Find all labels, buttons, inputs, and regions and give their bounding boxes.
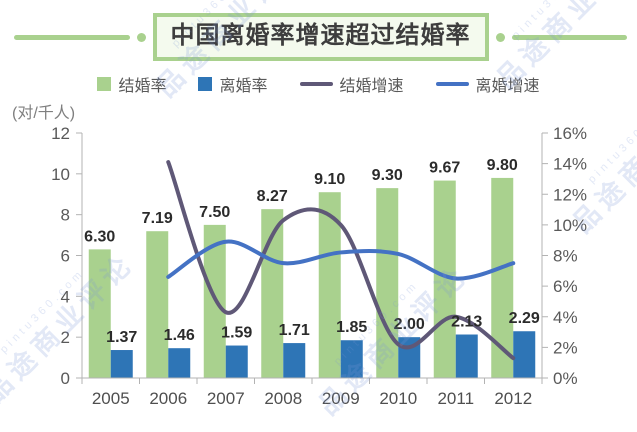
x-axis-label-2008: 2008 (264, 389, 302, 408)
bar-label-离婚率-2008: 1.71 (279, 322, 310, 339)
title-deco-dot-right (495, 32, 505, 42)
bar-label-离婚率-2012: 2.29 (509, 310, 540, 327)
legend-label: 结婚增速 (339, 78, 404, 95)
bar-离婚率-2012 (513, 331, 536, 378)
bar-label-离婚率-2011: 2.13 (451, 314, 482, 331)
growth-line-结婚增速 (166, 160, 516, 361)
bar-label-结婚率-2005: 6.30 (84, 228, 115, 245)
legend-line-3 (435, 82, 469, 86)
chart-legend: 结婚率 离婚率 结婚增速 离婚增速 (0, 71, 637, 97)
bar-结婚率-2006 (146, 231, 169, 378)
right-axis-tick-label: 12% (553, 185, 587, 204)
left-axis-tick-label: 4 (61, 287, 70, 306)
right-axis-tick-label: 0% (553, 369, 578, 388)
bar-label-离婚率-2007: 1.59 (221, 325, 252, 342)
legend-line-2 (299, 82, 333, 86)
bar-label-结婚率-2009: 9.10 (314, 171, 345, 188)
bar-label-结婚率-2006: 7.19 (142, 210, 173, 227)
right-axis-tick-label: 10% (553, 216, 587, 235)
bar-label-结婚率-2010: 9.30 (372, 167, 403, 184)
title-deco-dot-left (136, 32, 146, 42)
x-axis-label-2009: 2009 (322, 389, 360, 408)
bar-label-离婚率-2010: 2.00 (394, 316, 425, 333)
x-axis-label-2007: 2007 (207, 389, 245, 408)
x-axis-label-2011: 2011 (437, 389, 474, 408)
legend-item-离婚率: 离婚率 (198, 72, 268, 96)
right-axis-tick-label: 2% (553, 338, 578, 357)
bar-label-结婚率-2011: 9.67 (429, 160, 460, 177)
left-axis-tick-label: 12 (51, 124, 70, 143)
x-axis-label-2005: 2005 (92, 389, 130, 408)
bar-离婚率-2005 (110, 350, 133, 378)
legend-label: 离婚率 (219, 78, 268, 95)
title-row: 中国离婚率增速超过结婚率 (14, 13, 627, 61)
x-axis-label-2006: 2006 (149, 389, 187, 408)
title-deco-line-right (511, 34, 627, 40)
bar-结婚率-2009 (318, 192, 341, 378)
bar-label-结婚率-2012: 9.80 (487, 157, 518, 174)
x-axis-label-2010: 2010 (379, 389, 417, 408)
bar-label-离婚率-2009: 1.85 (336, 319, 367, 336)
right-axis-tick-label: 16% (553, 124, 587, 143)
bar-离婚率-2009 (340, 340, 363, 378)
left-axis-tick-label: 8 (61, 206, 70, 225)
bar-离婚率-2011 (455, 334, 478, 378)
legend-swatch-1 (198, 77, 213, 91)
bar-结婚率-2011 (433, 180, 456, 378)
right-axis-tick-label: 6% (553, 277, 578, 296)
bar-离婚率-2008 (283, 343, 306, 378)
right-axis-tick-label: 8% (553, 247, 578, 266)
bar-离婚率-2007 (225, 345, 248, 378)
bar-label-结婚率-2007: 7.50 (199, 204, 230, 221)
bar-label-离婚率-2006: 1.46 (164, 327, 195, 344)
bar-label-结婚率-2008: 8.27 (257, 188, 288, 205)
left-axis-tick-label: 10 (51, 165, 70, 184)
title-deco-line-left (14, 34, 130, 40)
legend-label: 离婚增速 (475, 78, 540, 95)
legend-label: 结婚率 (118, 78, 167, 95)
legend-item-结婚率: 结婚率 (97, 72, 166, 96)
legend-item-离婚增速: 离婚增速 (435, 72, 540, 96)
bar-结婚率-2010 (376, 188, 399, 378)
left-axis-tick-label: 0 (61, 369, 70, 388)
x-axis-label-2012: 2012 (494, 389, 532, 408)
growth-line-离婚增速 (166, 239, 516, 281)
bar-结婚率-2012 (491, 177, 514, 378)
bar-离婚率-2006 (168, 348, 191, 378)
left-axis-tick-label: 2 (61, 328, 70, 347)
right-axis-tick-label: 14% (553, 155, 587, 174)
left-axis-tick-label: 6 (61, 247, 70, 266)
legend-item-结婚增速: 结婚增速 (299, 72, 404, 96)
bar-label-离婚率-2005: 1.37 (106, 329, 137, 346)
right-axis-tick-label: 4% (553, 308, 578, 327)
legend-swatch-0 (97, 77, 112, 91)
page-title: 中国离婚率增速超过结婚率 (152, 13, 489, 61)
left-axis-unit-label: (对/千人) (12, 105, 76, 122)
bar-结婚率-2005 (88, 249, 111, 378)
